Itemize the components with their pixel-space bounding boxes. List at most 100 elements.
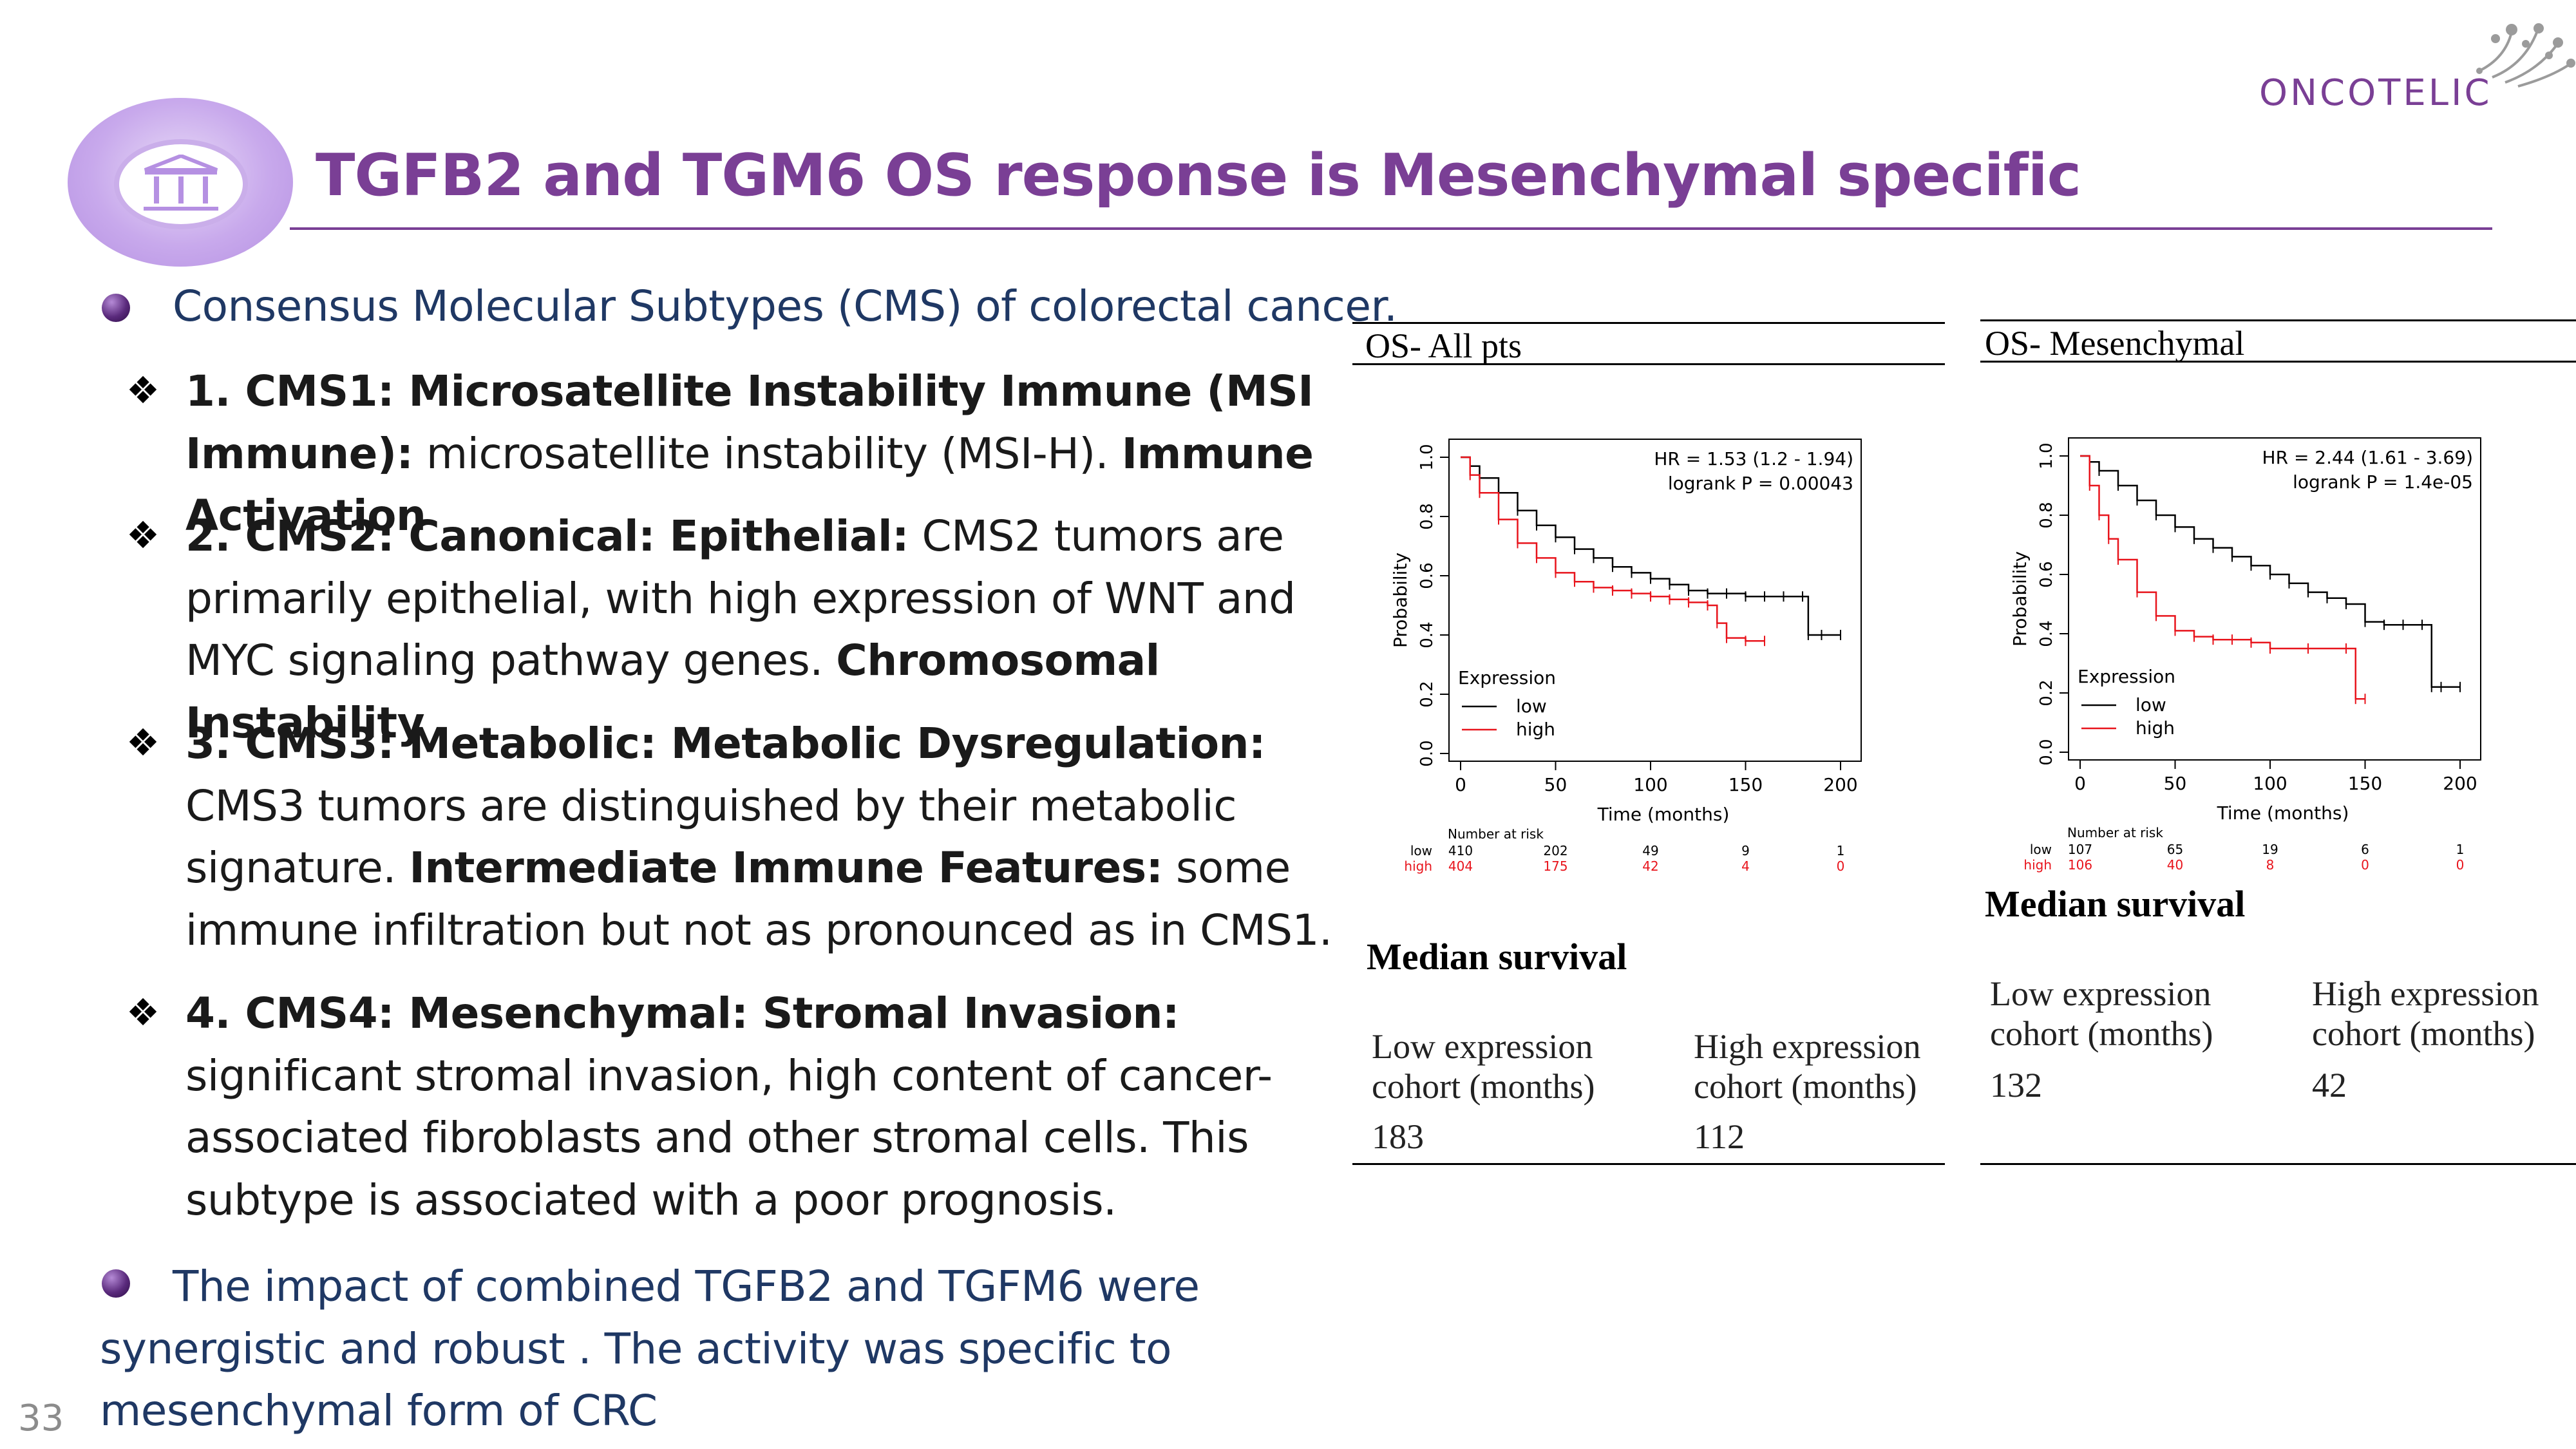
cms1-heading: 1. CMS1: Microsatellite Instability Immu… [185,366,1314,478]
legend-label-low: low [2136,694,2166,715]
cms2-emphasis: Chromosomal Instability [185,636,1160,748]
diamond-bullet-icon: ❖ [126,513,160,557]
x-tick-label: 0 [2074,773,2086,794]
panel2-label: OS- Mesenchymal [1985,324,2245,363]
risk-value-high: 0 [2361,857,2369,873]
y-tick-label: 0.4 [2037,620,2056,647]
cms3-heading: 3. CMS3: Metabolic: Metabolic Dysregulat… [185,719,1265,768]
slide-number: 33 [18,1397,64,1439]
panel2-low-median: 132 [1990,1066,2042,1104]
y-tick-label: 0.8 [2037,502,2056,528]
risk-value-low: 1 [1837,843,1845,858]
risk-row-label-low: low [2030,842,2052,857]
plot-frame [2068,437,2481,761]
hr-annotation: HR = 1.53 (1.2 - 1.94) [1654,448,1853,469]
y-tick-label: 0.6 [1417,562,1437,589]
risk-value-low: 107 [2068,842,2092,857]
risk-value-high: 175 [1543,858,1567,874]
diamond-bullet-icon: ❖ [126,368,160,412]
cms4-paragraph: 4. CMS4: Mesenchymal: Stromal Invasion: … [185,983,1383,1231]
panel1-bottom-rule [1352,1163,1945,1165]
brand-name: ONCOTELIC [2259,72,2492,114]
risk-value-high: 0 [2456,857,2465,873]
cms2-paragraph: 2. CMS2: Canonical: Epithelial: CMS2 tum… [185,506,1383,754]
panel1-col2-header-line1: High expression [1694,1027,1921,1066]
y-tick-label: 0.0 [2037,739,2056,765]
panel1-label-rule [1352,363,1945,365]
legend-label-high: high [2136,717,2175,739]
panel2-label-rule [1980,361,2576,363]
slide-title: TGFB2 and TGM6 OS response is Mesenchyma… [316,142,2081,209]
x-tick-label: 100 [1633,774,1667,795]
panel2-top-rule [1980,319,2576,321]
impact-bullet: The impact of combined TGFB2 and TGFM6 w… [100,1262,1200,1435]
panel1-col1-header-line1: Low expression [1372,1027,1593,1066]
km-plot-all-pts: 0.0 0.2 0.4 0.6 0.8 1.0 0 50 100 150 200 Time (mont… [1370,401,1886,885]
cms3-emphasis: Intermediate Immune Features: [409,843,1163,893]
y-axis-label: Probability [1390,553,1411,648]
building-icon [144,155,218,211]
logrank-p-annotation: logrank P = 0.00043 [1668,473,1853,494]
risk-value-low: 49 [1642,843,1658,858]
x-tick-label: 150 [1728,774,1763,795]
risk-value-high: 42 [1642,858,1658,874]
diamond-bullet-icon: ❖ [126,721,160,764]
bullet-icon [102,1269,130,1298]
x-tick-label: 0 [1455,774,1466,795]
risk-table-title: Number at risk [2067,825,2163,840]
logrank-p-annotation: logrank P = 1.4e-05 [2293,471,2473,493]
y-tick-label: 1.0 [1417,444,1437,470]
y-tick-label: 0.8 [1417,503,1437,529]
risk-table-title: Number at risk [1448,826,1544,842]
cms1-paragraph: 1. CMS1: Microsatellite Instability Immu… [185,361,1383,547]
panel2-col1-header-line1: Low expression [1990,974,2211,1013]
y-tick-label: 0.4 [1417,621,1437,648]
panel2-col2-header-line2: cohort (months) [2312,1014,2535,1053]
risk-value-low: 1 [2456,842,2465,857]
intro-bullet: Consensus Molecular Subtypes (CMS) of co… [173,281,1397,331]
x-tick-label: 150 [2348,773,2382,794]
cms4-text: significant stromal invasion, high conte… [185,1050,1273,1225]
panel1-median-title: Median survival [1367,936,1627,978]
x-axis-label: Time (months) [2217,802,2349,824]
x-tick-label: 200 [2443,773,2477,794]
risk-value-high: 0 [1837,858,1845,874]
legend-title: Expression [1458,667,1556,688]
panel2-bottom-rule [1980,1163,2576,1165]
panel2-col1-header-line2: cohort (months) [1990,1014,2213,1053]
km-chart-svg: 0.0 0.2 0.4 0.6 0.8 1.0 0 50 100 150 200 Time (mont… [1390,439,1862,874]
diamond-bullet-icon: ❖ [126,990,160,1034]
y-tick-label: 0.2 [2037,679,2056,706]
km-curve-low [1461,456,1841,636]
risk-row-label-high: high [1404,858,1432,874]
cms3-paragraph: 3. CMS3: Metabolic: Metabolic Dysregulat… [185,713,1383,961]
y-tick-label: 1.0 [2037,442,2056,469]
oncotelic-logo-mark-icon [2476,23,2575,88]
risk-row-label-high: high [2023,857,2052,873]
legend-label-low: low [1516,696,1547,717]
panel1-label: OS- All pts [1365,327,1522,365]
panel2-col2-header-line1: High expression [2312,974,2539,1013]
y-tick-label: 0.6 [2037,561,2056,587]
plot-frame [1448,439,1862,762]
legend-title: Expression [2078,666,2175,687]
hr-annotation: HR = 2.44 (1.61 - 3.69) [2262,447,2473,468]
risk-value-high: 106 [2068,857,2092,873]
risk-value-high: 40 [2167,857,2183,873]
x-tick-label: 200 [1823,774,1857,795]
x-tick-label: 100 [2253,773,2287,794]
title-logo-inner [114,139,248,229]
cms4-heading: 4. CMS4: Mesenchymal: Stromal Invasion: [185,989,1179,1038]
panel1-col1-header-line2: cohort (months) [1372,1067,1595,1106]
y-tick-label: 0.2 [1417,681,1437,707]
km-plot-mesenchymal: 0.0 0.2 0.4 0.6 0.8 1.0 0 50 100 150 200 Time (mont… [1990,399,2505,876]
bullet-icon [102,294,130,322]
title-divider [290,227,2492,230]
x-axis-label: Time (months) [1597,804,1730,825]
risk-value-low: 202 [1543,843,1567,858]
y-tick-label: 0.0 [1417,740,1437,766]
risk-row-label-low: low [1410,843,1432,858]
risk-value-high: 8 [2266,857,2275,873]
x-tick-label: 50 [1544,774,1567,795]
